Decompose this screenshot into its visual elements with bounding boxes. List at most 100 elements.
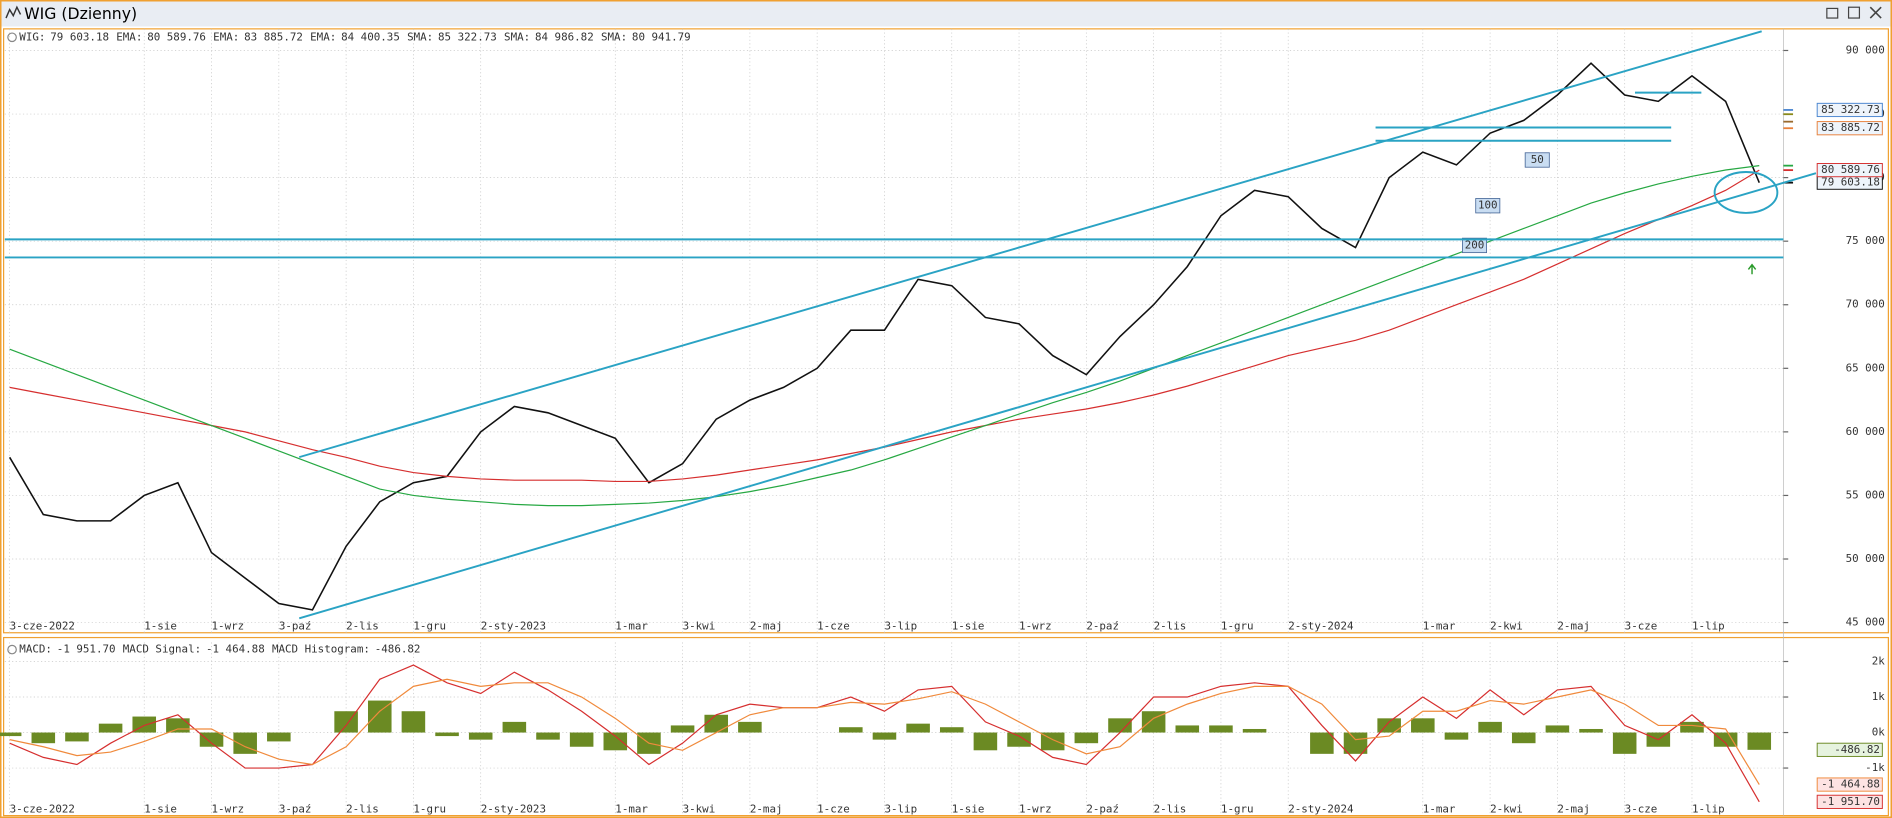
histogram-bar <box>973 732 998 751</box>
annotation-box <box>1462 237 1487 254</box>
x-tick-label: 3-kwi <box>683 620 716 633</box>
x-tick-label: 2-lis <box>1154 620 1187 633</box>
legend-value: 83 885.72 <box>244 30 303 43</box>
price-line <box>8 62 1760 611</box>
close-button[interactable] <box>1869 6 1882 19</box>
y-tick-label: 2k <box>1872 655 1886 668</box>
y-tick-label: 1k <box>1872 690 1886 703</box>
price-tag <box>1816 794 1883 809</box>
y-tick-label: 55 000 <box>1846 488 1885 501</box>
window-title: WIG (Dzienny) <box>24 4 137 23</box>
histogram-bar <box>939 727 964 733</box>
legend-name: MACD: <box>19 643 52 656</box>
legend-value: -1 951.70 <box>57 643 116 656</box>
x-tick-label: 3-paź <box>279 620 312 633</box>
histogram-bar <box>738 721 762 733</box>
histogram-bar <box>199 732 224 747</box>
histogram-bar <box>1444 732 1469 740</box>
x-tick-label: 3-cze-2022 <box>10 620 75 633</box>
x-tick-label: 2-sty-2023 <box>481 803 546 816</box>
histogram-bar <box>267 732 291 742</box>
histogram-bar <box>65 732 89 742</box>
x-tick-label: 1-lip <box>1692 620 1725 633</box>
legend-name: SMA: <box>601 30 627 43</box>
histogram-bar <box>468 732 493 740</box>
legend-name: SMA: <box>504 30 530 43</box>
minimize-button[interactable] <box>1826 7 1839 19</box>
histogram-bar <box>1175 725 1200 733</box>
channel-upper <box>298 30 1762 459</box>
y-tick-label: -1k <box>1865 761 1885 774</box>
legend-value: 79 603.18 <box>50 30 109 43</box>
legend-value: 85 322.73 <box>438 30 497 43</box>
signal-line <box>9 678 1760 785</box>
x-tick-label: 1-lip <box>1692 803 1725 816</box>
histogram-bar <box>670 725 695 733</box>
price-tag-label: 80 589.76 <box>1821 163 1880 176</box>
price-tag-label: 83 885.72 <box>1821 121 1880 134</box>
histogram-bar <box>1007 732 1031 747</box>
legend-name: EMA: <box>310 30 336 43</box>
annotation: 200 <box>1465 238 1485 251</box>
x-tick-label: 1-cze <box>817 803 850 816</box>
histogram-bar <box>31 732 56 744</box>
annotation-box <box>1524 152 1550 168</box>
histogram-bar <box>603 732 628 751</box>
channel-lower <box>298 172 1817 620</box>
legend-name: MACD Histogram: <box>272 643 370 656</box>
price-tag <box>1816 777 1883 792</box>
x-tick-label: 1-gru <box>413 620 446 633</box>
legend-value: 80 589.76 <box>147 30 206 43</box>
legend-value: 84 986.82 <box>535 30 594 43</box>
price-tag-label: -1 464.88 <box>1821 778 1880 791</box>
macd-line <box>9 664 1760 803</box>
x-tick-label: 2-lis <box>346 803 379 816</box>
price-panel <box>3 28 1889 634</box>
histogram-bar <box>1141 711 1166 733</box>
x-tick-label: 1-gru <box>1221 620 1254 633</box>
x-tick-label: 3-lip <box>884 803 917 816</box>
x-tick-label: 1-wrz <box>212 803 245 816</box>
x-tick-label: 3-lip <box>884 620 917 633</box>
x-tick-label: 1-wrz <box>212 620 245 633</box>
x-tick-label: 2-maj <box>750 803 783 816</box>
x-tick-label: 1-sie <box>144 620 177 633</box>
x-tick-label: 2-lis <box>1154 803 1187 816</box>
histogram-bar <box>1579 728 1603 733</box>
up-arrow <box>1747 263 1757 275</box>
histogram-bar <box>1612 732 1637 754</box>
x-tick-label: 1-sie <box>952 803 985 816</box>
histogram-bar <box>233 732 257 754</box>
histogram-bar <box>0 732 22 737</box>
legend-icon <box>7 32 17 43</box>
x-tick-label: 3-cze <box>1625 803 1658 816</box>
histogram-bar <box>1747 732 1772 750</box>
histogram-bar <box>536 732 560 740</box>
histogram-bar <box>569 732 594 747</box>
x-tick-label: 1-cze <box>817 620 850 633</box>
y-tick-label: 70 000 <box>1846 298 1885 311</box>
x-tick-label: 2-sty-2023 <box>481 620 546 633</box>
histogram-bar <box>1411 718 1435 733</box>
legend-icon <box>7 644 17 655</box>
trend-lines <box>4 30 1817 620</box>
x-tick-label: 2-maj <box>750 620 783 633</box>
histogram-bar <box>1310 732 1334 754</box>
x-tick-label: 3-cze <box>1625 620 1658 633</box>
price-tag <box>1816 163 1883 178</box>
x-tick-label: 2-maj <box>1557 803 1590 816</box>
x-tick-label: 1-mar <box>615 620 648 633</box>
window-buttons[interactable] <box>1826 6 1882 19</box>
histogram-bar <box>1478 721 1502 733</box>
histogram-bar <box>502 721 527 733</box>
x-tick-label: 1-mar <box>615 803 648 816</box>
x-tick-label: 3-kwi <box>683 803 716 816</box>
x-tick-label: 2-kwi <box>1490 620 1523 633</box>
x-tick-label: 2-kwi <box>1490 803 1523 816</box>
histogram-bar <box>872 732 897 740</box>
histogram-bar <box>1209 725 1233 733</box>
restore-button[interactable] <box>1847 6 1861 19</box>
x-tick-label: 3-cze-2022 <box>10 803 75 816</box>
x-tick-label: 3-paź <box>279 803 312 816</box>
